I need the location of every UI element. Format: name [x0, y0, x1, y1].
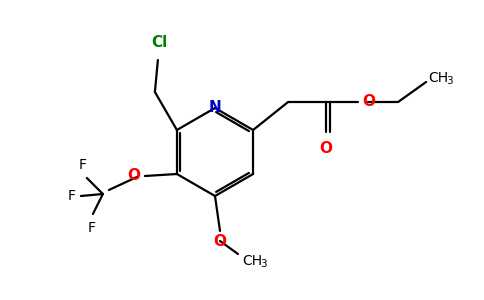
Text: Cl: Cl [151, 35, 167, 50]
Text: O: O [213, 234, 227, 249]
Text: 3: 3 [446, 76, 453, 86]
Text: O: O [127, 169, 140, 184]
Text: F: F [68, 189, 76, 203]
Text: CH: CH [242, 254, 262, 268]
Text: O: O [362, 94, 375, 110]
Text: N: N [209, 100, 221, 116]
Text: CH: CH [428, 71, 448, 85]
Text: F: F [88, 221, 96, 235]
Text: O: O [319, 141, 333, 156]
Text: 3: 3 [260, 259, 267, 269]
Text: F: F [79, 158, 87, 172]
